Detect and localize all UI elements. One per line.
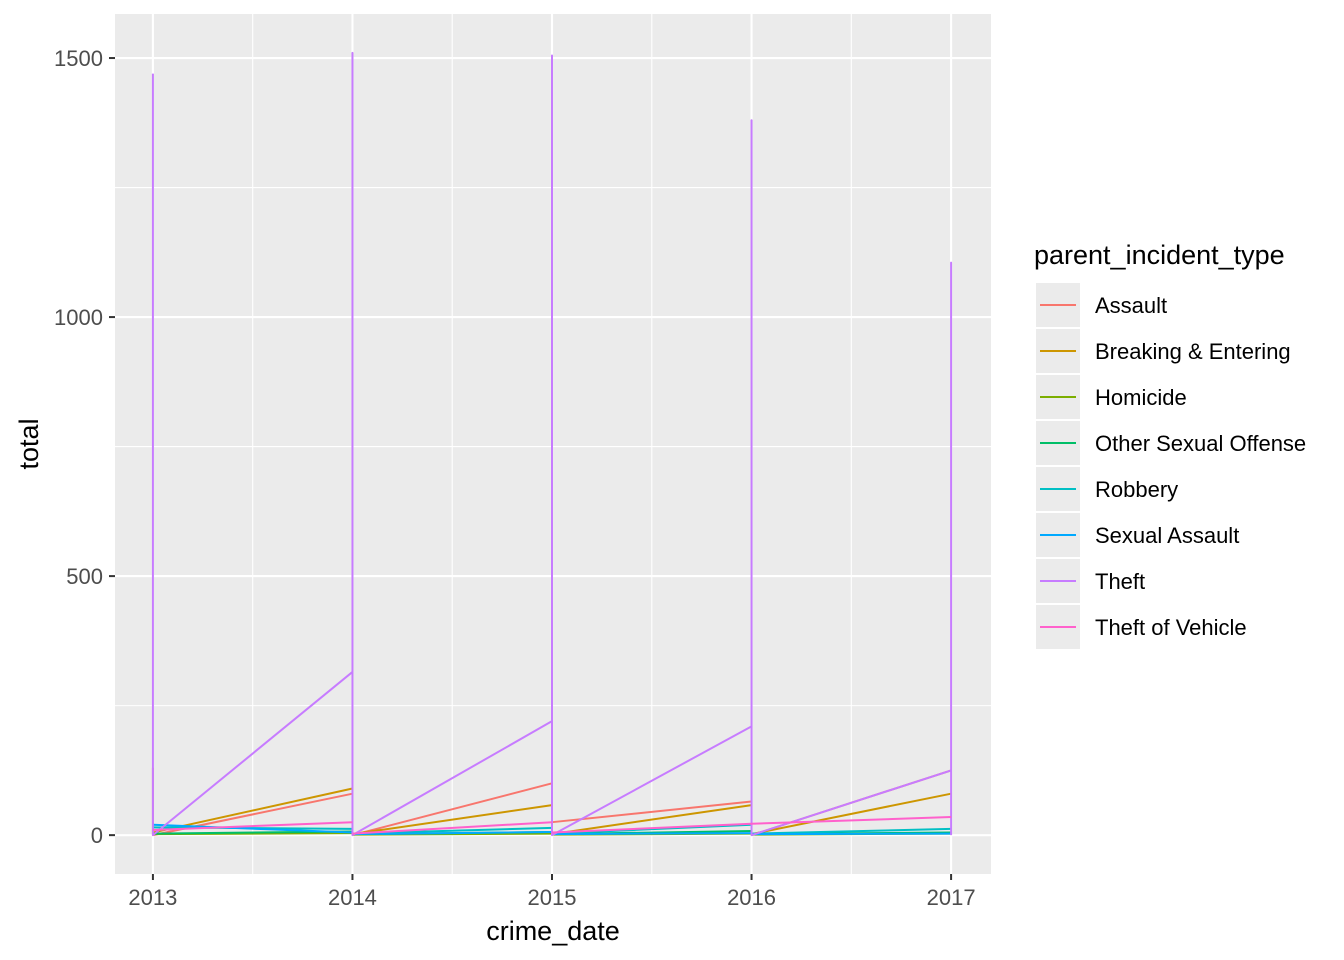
legend-label-theft-of-vehicle: Theft of Vehicle <box>1095 615 1247 640</box>
x-axis-title: crime_date <box>486 916 620 946</box>
series-line-theft-of-vehicle <box>352 821 553 835</box>
series-line-sexual-assault <box>551 832 752 836</box>
y-tick-label: 1000 <box>54 305 103 330</box>
series-line-sexual-assault <box>751 832 952 836</box>
series-line-theft <box>151 51 953 837</box>
series-line-robbery <box>551 823 752 835</box>
x-tick-label: 2016 <box>727 885 776 910</box>
series-line-assault <box>352 782 553 837</box>
x-tick-label: 2015 <box>528 885 577 910</box>
series-line-theft-of-vehicle <box>551 822 752 834</box>
series-line-breaking-entering <box>551 804 752 836</box>
legend-label-sexual-assault: Sexual Assault <box>1095 523 1239 548</box>
legend: parent_incident_type Assault Breaking & E… <box>1034 240 1306 649</box>
y-axis: 0 500 1000 1500 <box>54 46 115 848</box>
y-axis-title: total <box>14 418 44 469</box>
legend-label-assault: Assault <box>1095 293 1167 318</box>
x-axis: 2013 2014 2015 2016 2017 <box>128 874 976 910</box>
y-tick-label: 0 <box>91 823 103 848</box>
legend-label-other-sexual-offense: Other Sexual Offense <box>1095 431 1306 456</box>
x-tick-label: 2014 <box>328 885 377 910</box>
series-line-breaking-entering <box>751 792 952 836</box>
series-layer <box>151 51 953 837</box>
legend-title: parent_incident_type <box>1034 240 1285 270</box>
series-line-robbery <box>751 827 952 835</box>
y-tick-label: 500 <box>66 564 103 589</box>
series-line-breaking-entering <box>352 804 553 836</box>
series-line-assault <box>551 800 752 824</box>
series-line-theft-of-vehicle <box>152 821 353 831</box>
legend-label-robbery: Robbery <box>1095 477 1178 502</box>
legend-label-breaking-entering: Breaking & Entering <box>1095 339 1291 364</box>
series-line-sexual-assault <box>352 831 553 836</box>
legend-label-homicide: Homicide <box>1095 385 1187 410</box>
series-line-theft-of-vehicle <box>751 816 952 825</box>
y-tick-label: 1500 <box>54 46 103 71</box>
x-tick-label: 2017 <box>927 885 976 910</box>
legend-label-theft: Theft <box>1095 569 1145 594</box>
x-tick-label: 2013 <box>128 885 177 910</box>
series-line-sexual-assault <box>152 823 353 834</box>
